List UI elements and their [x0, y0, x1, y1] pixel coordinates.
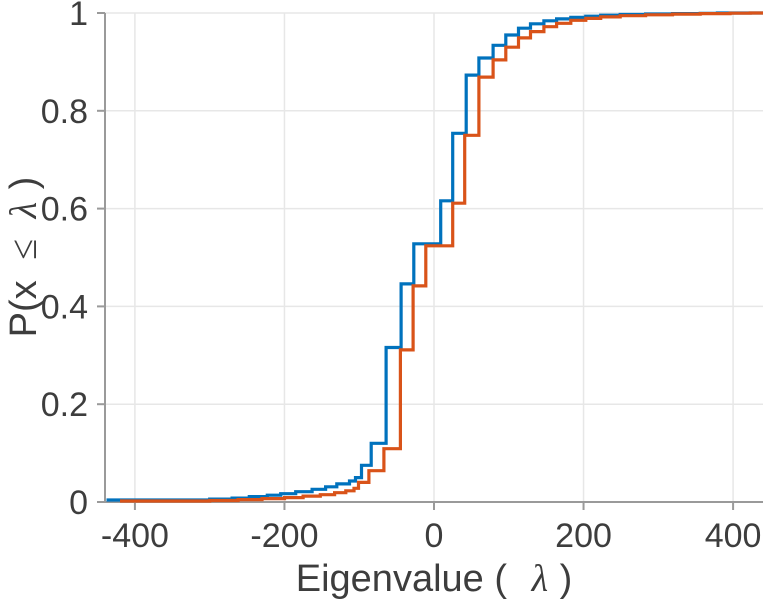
- x-tick-label: 200: [555, 517, 612, 555]
- x-axis-label-lambda: λ: [531, 558, 548, 600]
- y-axis-label-lambda: λ: [3, 202, 45, 219]
- x-tick-label: -400: [101, 517, 169, 555]
- y-axis-label: P(x ≤ λ ): [3, 177, 45, 338]
- y-axis-label-prefix: P(x: [3, 280, 45, 337]
- y-tick-labels: 0 0.2 0.4 0.6 0.8 1: [41, 0, 88, 522]
- y-axis-label-suffix: ): [3, 177, 45, 190]
- y-tick-label: 0: [69, 484, 88, 522]
- series-path-ecdf-orange: [120, 11, 763, 503]
- grid-lines: [105, 12, 763, 502]
- y-tick-label: 0.2: [41, 386, 88, 424]
- y-tick-label: 1: [69, 0, 88, 33]
- x-axis-label: Eigenvalue ( λ ): [296, 558, 573, 600]
- x-tick-label: -200: [250, 517, 318, 555]
- tick-marks: [97, 12, 735, 510]
- y-tick-label: 0.4: [41, 288, 88, 326]
- y-tick-label: 0.6: [41, 191, 88, 229]
- x-tick-label: 0: [425, 517, 444, 555]
- series-paths: [106, 11, 763, 503]
- x-axis-label-suffix: ): [560, 558, 573, 600]
- x-tick-labels: -400 -200 0 200 400: [101, 517, 762, 555]
- y-tick-label: 0.8: [41, 93, 88, 131]
- x-axis-label-prefix: Eigenvalue (: [296, 558, 508, 600]
- x-tick-label: 400: [705, 517, 762, 555]
- y-axis-label-leq: ≤: [3, 239, 45, 260]
